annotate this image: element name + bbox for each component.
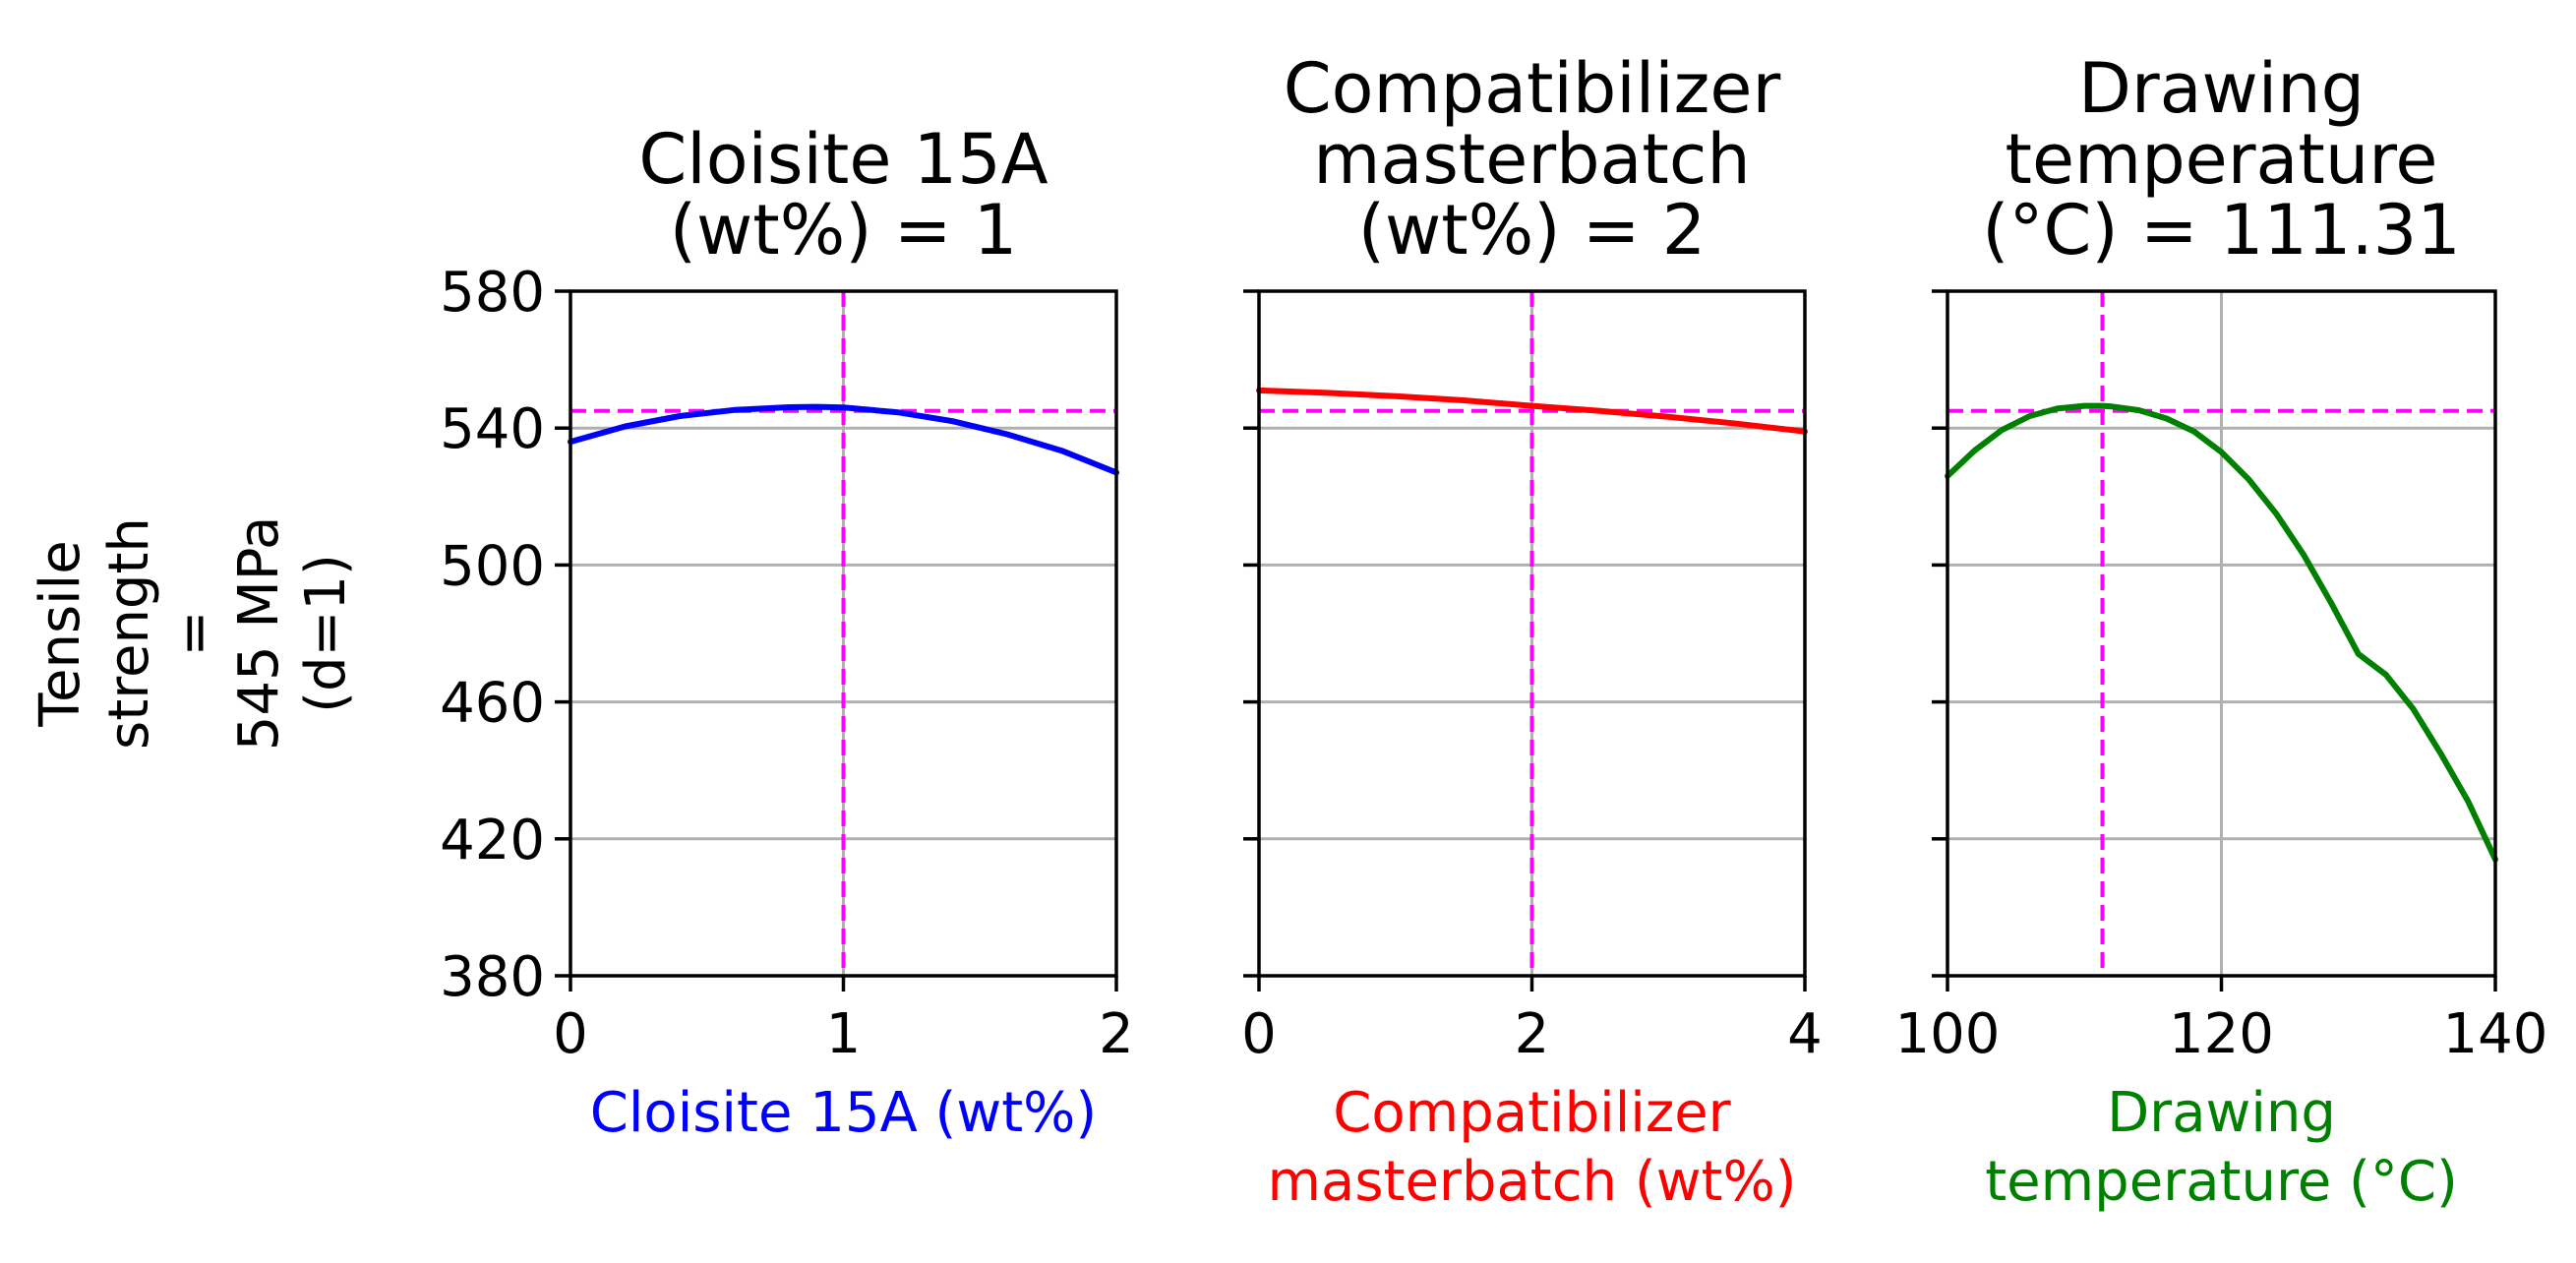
panel-3-title-line: (°C) = 111.31 (1982, 190, 2461, 271)
y-axis-label: Tensilestrength=545 MPa(d=1) (29, 516, 358, 752)
ytick-label: 460 (440, 672, 545, 736)
panel-1-title-line: Cloisite 15A (638, 119, 1048, 200)
panel-3-series-line (1945, 402, 2498, 863)
panel-1-xtick-label: 0 (553, 1002, 588, 1066)
panel-2-title-line: Compatibilizer (1284, 48, 1781, 129)
ytick-label: 580 (440, 261, 545, 325)
y-axis-label-line: Tensile (29, 540, 92, 727)
panel-2-xlabel-line: Compatibilizer (1333, 1081, 1731, 1145)
panel-1-xtick-label: 2 (1099, 1002, 1134, 1066)
ytick-label: 500 (440, 534, 545, 598)
panel-3-xlabel-line: Drawing (2107, 1081, 2336, 1145)
panel-3-xtick-label: 140 (2443, 1002, 2548, 1066)
panel-2-title-line: masterbatch (1313, 119, 1750, 200)
ytick-label: 380 (440, 945, 545, 1009)
panel-3-xlabel-line: temperature (°C) (1985, 1150, 2458, 1214)
ytick-label: 420 (440, 809, 545, 872)
panel-3-xtick-label: 100 (1895, 1002, 2001, 1066)
y-axis-label-line: 545 MPa (227, 516, 291, 752)
panel-1-xlabel-line: Cloisite 15A (wt%) (590, 1081, 1097, 1145)
ytick-label: 540 (440, 397, 545, 461)
panel-3-title-line: Drawing (2078, 48, 2365, 129)
panel-1-xtick-label: 1 (826, 1002, 862, 1066)
panel-2-title-line: (wt%) = 2 (1358, 190, 1707, 271)
panel-3-xtick-label: 120 (2169, 1002, 2274, 1066)
panel-2-xtick-label: 0 (1241, 1002, 1277, 1066)
y-axis-label-line: (d=1) (294, 554, 358, 713)
panel-1-title-line: (wt%) = 1 (670, 190, 1018, 271)
panel-1-series-line (568, 403, 1119, 476)
panel-2-xtick-label: 2 (1515, 1002, 1550, 1066)
panel-2-xtick-label: 4 (1787, 1002, 1823, 1066)
panel-3-title-line: temperature (2006, 119, 2438, 200)
panel-2-series-line (1256, 387, 1808, 435)
panel-2-xlabel-line: masterbatch (wt%) (1267, 1150, 1796, 1214)
y-axis-label-line: strength (97, 517, 161, 750)
y-axis-label-line: = (162, 611, 226, 657)
